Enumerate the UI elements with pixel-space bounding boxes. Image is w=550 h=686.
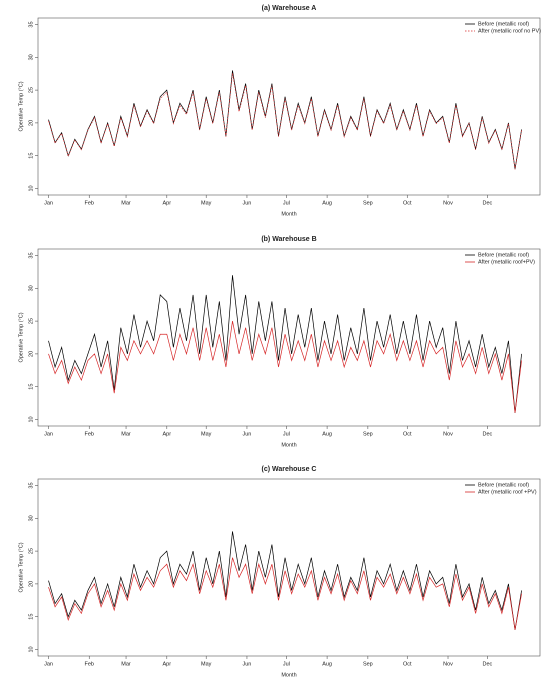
y-tick-label: 15 [28,153,34,159]
y-tick-label: 35 [28,252,34,258]
x-tick-label: Jul [283,200,290,206]
x-tick-label: Aug [322,200,332,206]
y-tick-label: 20 [28,351,34,357]
y-axis-label: Operative Temp (°C) [18,81,24,131]
y-axis-label: Operative Temp (°C) [18,312,24,362]
x-tick-label: Jan [44,661,53,667]
x-tick-label: May [201,661,212,667]
legend-label: Before (metallic roof) [478,482,529,488]
x-tick-label: Dec [483,661,493,667]
y-tick-label: 20 [28,120,34,126]
legend-label: After (metallic roof no PV) [478,28,541,34]
x-tick-label: Feb [85,200,94,206]
series-line [48,275,522,413]
x-tick-label: Jul [283,661,290,667]
x-tick-label: Nov [443,431,453,437]
y-tick-label: 10 [28,646,34,652]
chart-title: (a) Warehouse A [262,5,317,12]
x-tick-label: Sep [363,661,373,667]
y-tick-label: 15 [28,614,34,620]
x-tick-label: May [201,200,212,206]
legend-label: After (metallic roof +PV) [478,489,537,495]
y-tick-label: 30 [28,54,34,60]
x-tick-label: Aug [322,661,332,667]
y-tick-label: 15 [28,384,34,390]
x-axis-label: Month [281,211,296,217]
x-tick-label: Dec [483,431,493,437]
y-tick-label: 35 [28,482,34,488]
x-tick-label: Oct [403,661,412,667]
x-tick-label: Sep [363,431,373,437]
x-tick-label: Oct [403,431,412,437]
x-tick-label: Nov [443,200,453,206]
x-tick-label: Feb [85,431,94,437]
panel: (a) Warehouse A 10 15 20 25 30 35 Jan Feb Mar Apr M… [18,5,541,218]
y-tick-label: 10 [28,185,34,191]
panel: (b) Warehouse B 10 15 20 25 30 35 Jan Feb Mar Apr M… [18,236,541,448]
plot-frame [37,478,541,657]
x-tick-label: Oct [403,200,412,206]
x-tick-label: Aug [322,431,332,437]
x-tick-label: Jan [44,200,53,206]
x-tick-label: Mar [121,661,131,667]
legend-label: Before (metallic roof) [478,252,529,258]
chart-title: (b) Warehouse B [261,236,316,243]
x-tick-label: Jun [243,661,252,667]
x-tick-label: Sep [363,200,373,206]
y-tick-label: 25 [28,318,34,324]
plot-frame [37,17,541,196]
y-tick-label: 25 [28,87,34,93]
x-tick-label: Jun [243,431,252,437]
x-tick-label: May [201,431,212,437]
y-axis-label: Operative Temp (°C) [18,542,24,592]
x-tick-label: Jan [44,431,53,437]
series-line [48,531,522,630]
x-tick-label: Jul [283,431,290,437]
x-tick-label: Jun [243,200,252,206]
x-tick-label: Nov [443,661,453,667]
series-line [48,557,522,630]
panel: (c) Warehouse C 10 15 20 25 30 35 Jan Feb Mar Apr M… [18,466,541,678]
y-tick-label: 20 [28,581,34,587]
x-tick-label: Mar [121,200,131,206]
x-tick-label: Apr [163,200,172,206]
x-tick-label: Apr [163,661,172,667]
y-tick-label: 30 [28,285,34,291]
x-axis-label: Month [281,442,296,448]
series-line [48,70,522,169]
series-line [48,73,522,170]
y-tick-label: 30 [28,515,34,521]
y-tick-label: 25 [28,548,34,554]
x-axis-label: Month [281,672,296,678]
x-tick-label: Dec [483,200,493,206]
x-tick-label: Feb [85,661,94,667]
legend-label: Before (metallic roof) [478,21,529,27]
legend-label: After (metallic roof+PV) [478,259,535,265]
y-tick-label: 35 [28,21,34,27]
y-tick-label: 10 [28,416,34,422]
chart-title: (c) Warehouse C [262,466,317,473]
x-tick-label: Apr [163,431,172,437]
series-line [48,321,522,413]
x-tick-label: Mar [121,431,131,437]
plot-frame [37,248,541,427]
